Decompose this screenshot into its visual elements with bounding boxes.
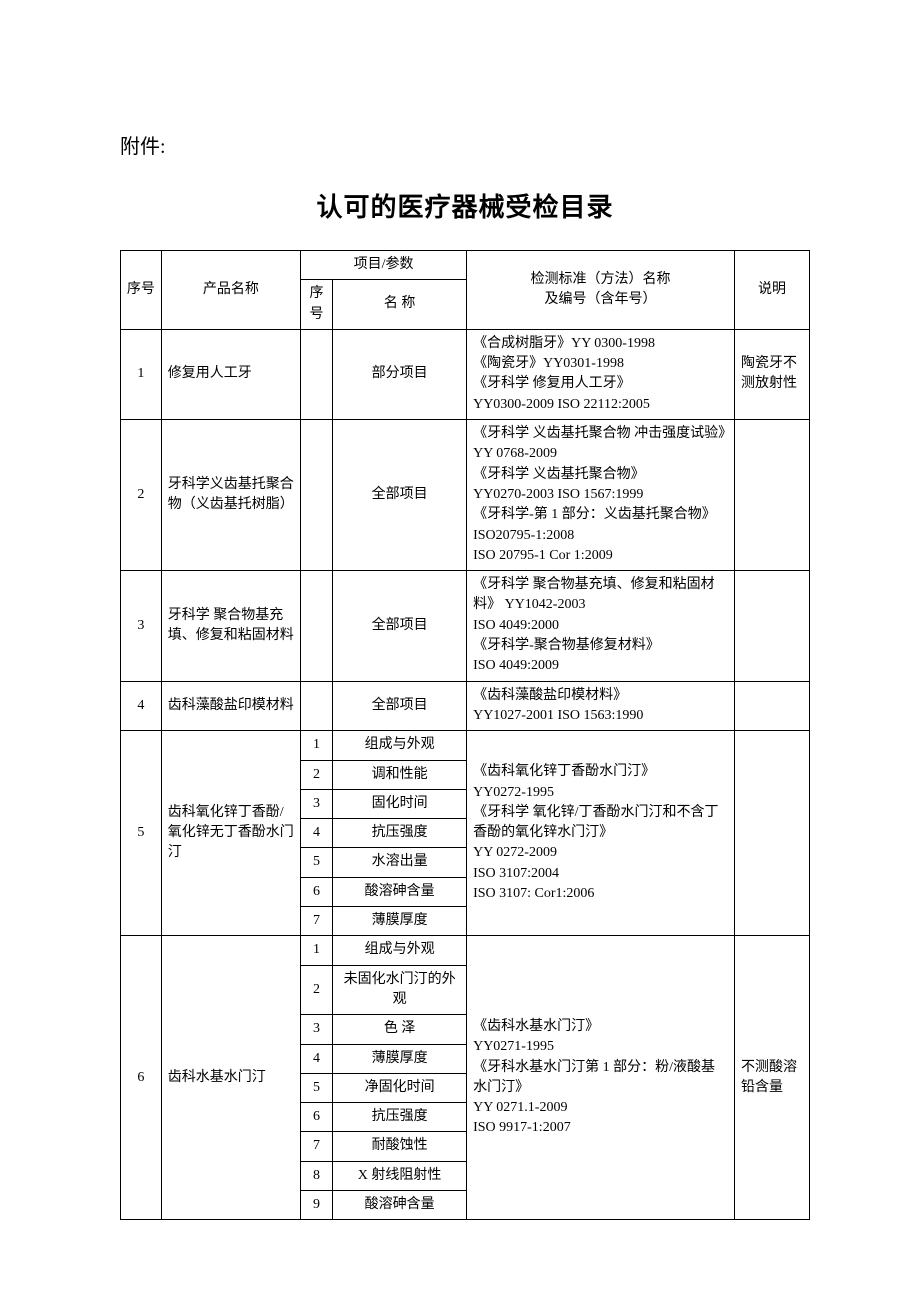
cell-param-name: 抗压强度 <box>333 1103 467 1132</box>
cell-note <box>734 681 809 731</box>
th-product: 产品名称 <box>161 251 300 330</box>
cell-param-name: 酸溶砷含量 <box>333 877 467 906</box>
cell-seq: 6 <box>121 936 162 1220</box>
cell-param-name: 耐酸蚀性 <box>333 1132 467 1161</box>
cell-param-name: 全部项目 <box>333 420 467 571</box>
cell-param-name: 调和性能 <box>333 760 467 789</box>
th-note: 说明 <box>734 251 809 330</box>
cell-param-name: 薄膜厚度 <box>333 907 467 936</box>
cell-param-no: 2 <box>300 965 332 1015</box>
cell-product: 齿科水基水门汀 <box>161 936 300 1220</box>
cell-note: 不测酸溶铅含量 <box>734 936 809 1220</box>
cell-param-no: 1 <box>300 731 332 760</box>
cell-param-name: 水溶出量 <box>333 848 467 877</box>
cell-param-name: 组成与外观 <box>333 936 467 965</box>
th-param-name: 名 称 <box>333 280 467 330</box>
cell-product: 牙科学义齿基托聚合物（义齿基托树脂） <box>161 420 300 571</box>
cell-seq: 1 <box>121 329 162 419</box>
cell-param-name: 色 泽 <box>333 1015 467 1044</box>
cell-param-name: 未固化水门汀的外观 <box>333 965 467 1015</box>
cell-standard: 《齿科藻酸盐印模材料》YY1027-2001 ISO 1563:1990 <box>467 681 735 731</box>
catalog-table: 序号产品名称项目/参数检测标准（方法）名称及编号（含年号）说明序号名 称1修复用… <box>120 250 810 1220</box>
cell-param-name: 薄膜厚度 <box>333 1044 467 1073</box>
attachment-label: 附件: <box>120 130 810 159</box>
cell-standard: 《齿科水基水门汀》YY0271-1995《牙科水基水门汀第 1 部分：粉/液酸基… <box>467 936 735 1220</box>
cell-param-no: 2 <box>300 760 332 789</box>
cell-param-no <box>300 329 332 419</box>
cell-product: 修复用人工牙 <box>161 329 300 419</box>
cell-param-name: 全部项目 <box>333 571 467 681</box>
cell-seq: 5 <box>121 731 162 936</box>
th-param-group: 项目/参数 <box>300 251 466 280</box>
cell-standard: 《合成树脂牙》YY 0300-1998《陶瓷牙》YY0301-1998《牙科学 … <box>467 329 735 419</box>
cell-standard: 《牙科学 义齿基托聚合物 冲击强度试验》YY 0768-2009《牙科学 义齿基… <box>467 420 735 571</box>
cell-param-name: 全部项目 <box>333 681 467 731</box>
cell-standard: 《齿科氧化锌丁香酚水门汀》YY0272-1995《牙科学 氧化锌/丁香酚水门汀和… <box>467 731 735 936</box>
cell-param-no <box>300 571 332 681</box>
cell-product: 齿科氧化锌丁香酚/氧化锌无丁香酚水门汀 <box>161 731 300 936</box>
cell-param-no: 3 <box>300 789 332 818</box>
th-param-seq: 序号 <box>300 280 332 330</box>
cell-param-no: 5 <box>300 1073 332 1102</box>
cell-param-name: 组成与外观 <box>333 731 467 760</box>
cell-param-name: 固化时间 <box>333 789 467 818</box>
cell-seq: 2 <box>121 420 162 571</box>
cell-note <box>734 731 809 936</box>
cell-param-name: 酸溶砷含量 <box>333 1190 467 1219</box>
cell-param-no: 7 <box>300 1132 332 1161</box>
cell-param-no: 4 <box>300 819 332 848</box>
cell-param-no: 3 <box>300 1015 332 1044</box>
cell-seq: 3 <box>121 571 162 681</box>
cell-param-name: X 射线阻射性 <box>333 1161 467 1190</box>
cell-param-name: 部分项目 <box>333 329 467 419</box>
cell-param-no: 7 <box>300 907 332 936</box>
cell-seq: 4 <box>121 681 162 731</box>
cell-product: 齿科藻酸盐印模材料 <box>161 681 300 731</box>
th-seq: 序号 <box>121 251 162 330</box>
cell-standard: 《牙科学 聚合物基充填、修复和粘固材料》 YY1042-2003ISO 4049… <box>467 571 735 681</box>
page-title: 认可的医疗器械受检目录 <box>120 187 810 224</box>
cell-note <box>734 571 809 681</box>
cell-param-no: 9 <box>300 1190 332 1219</box>
cell-param-no <box>300 681 332 731</box>
cell-param-name: 净固化时间 <box>333 1073 467 1102</box>
cell-param-no: 1 <box>300 936 332 965</box>
th-standard: 检测标准（方法）名称及编号（含年号） <box>467 251 735 330</box>
cell-product: 牙科学 聚合物基充填、修复和粘固材料 <box>161 571 300 681</box>
cell-param-no: 8 <box>300 1161 332 1190</box>
cell-param-no: 4 <box>300 1044 332 1073</box>
cell-note: 陶瓷牙不测放射性 <box>734 329 809 419</box>
cell-note <box>734 420 809 571</box>
cell-param-no: 6 <box>300 1103 332 1132</box>
cell-param-no <box>300 420 332 571</box>
cell-param-name: 抗压强度 <box>333 819 467 848</box>
cell-param-no: 6 <box>300 877 332 906</box>
cell-param-no: 5 <box>300 848 332 877</box>
